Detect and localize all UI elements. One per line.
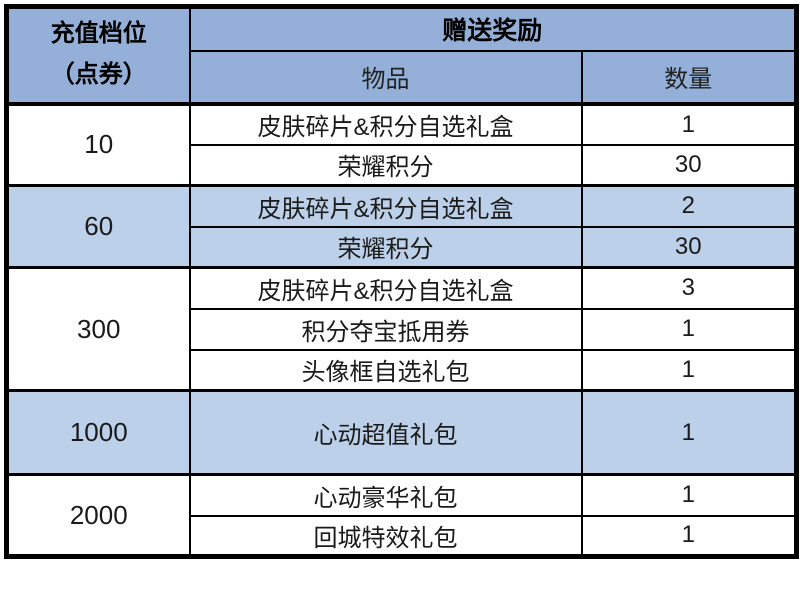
page: 充值档位 （点券） 赠送奖励 物品 数量 10 皮肤碎片&积分自选礼盒 1 荣耀积分 3… bbox=[4, 4, 800, 559]
column-header-tier-line2: （点券） bbox=[50, 61, 147, 89]
quantity-cell: 2 bbox=[580, 184, 798, 228]
tier-cell: 2000 bbox=[5, 473, 191, 558]
recharge-rewards-table: 充值档位 （点券） 赠送奖励 物品 数量 10 皮肤碎片&积分自选礼盒 1 荣耀积分 3… bbox=[4, 4, 800, 559]
item-cell: 心动豪华礼包 bbox=[188, 473, 583, 517]
item-cell: 皮肤碎片&积分自选礼盒 bbox=[188, 266, 583, 310]
item-cell: 心动超值礼包 bbox=[188, 389, 583, 476]
quantity-cell: 3 bbox=[580, 266, 798, 310]
column-header-quantity: 数量 bbox=[580, 49, 798, 106]
reward-row: 300 皮肤碎片&积分自选礼盒 3 bbox=[5, 266, 798, 392]
quantity-cell: 30 bbox=[580, 143, 798, 187]
reward-row: 60 皮肤碎片&积分自选礼盒 2 bbox=[5, 184, 798, 269]
item-cell: 荣耀积分 bbox=[188, 225, 583, 269]
quantity-cell: 1 bbox=[580, 307, 798, 351]
table-body: 10 皮肤碎片&积分自选礼盒 1 荣耀积分 30 60 皮肤碎片&积分自选礼盒 2 荣耀积分 30… bbox=[5, 102, 798, 558]
item-cell: 皮肤碎片&积分自选礼盒 bbox=[188, 184, 583, 228]
reward-row: 10 皮肤碎片&积分自选礼盒 1 bbox=[5, 102, 798, 187]
tier-cell: 1000 bbox=[5, 389, 191, 476]
column-header-item: 物品 bbox=[188, 49, 583, 106]
tier-cell: 300 bbox=[5, 266, 191, 392]
reward-row: 回城特效礼包 1 bbox=[7, 514, 798, 558]
reward-row: 积分夺宝抵用券 1 bbox=[7, 307, 798, 351]
reward-row: 荣耀积分 30 bbox=[7, 143, 798, 187]
quantity-cell: 1 bbox=[580, 514, 798, 558]
quantity-cell: 30 bbox=[580, 225, 798, 269]
item-cell: 荣耀积分 bbox=[188, 143, 583, 187]
quantity-cell: 1 bbox=[580, 102, 798, 146]
reward-row: 头像框自选礼包 1 bbox=[7, 348, 798, 392]
quantity-cell: 1 bbox=[580, 473, 798, 517]
item-cell: 皮肤碎片&积分自选礼盒 bbox=[188, 102, 583, 146]
reward-row: 1000 心动超值礼包 1 bbox=[5, 389, 798, 476]
table-header: 充值档位 （点券） 赠送奖励 物品 数量 bbox=[5, 5, 798, 106]
item-cell: 积分夺宝抵用券 bbox=[188, 307, 583, 351]
column-header-tier: 充值档位 （点券） bbox=[5, 5, 191, 106]
item-cell: 回城特效礼包 bbox=[188, 514, 583, 558]
reward-row: 2000 心动豪华礼包 1 bbox=[5, 473, 798, 558]
reward-row: 荣耀积分 30 bbox=[7, 225, 798, 269]
column-header-tier-line1: 充值档位 bbox=[50, 20, 147, 48]
quantity-cell: 1 bbox=[580, 389, 798, 476]
quantity-cell: 1 bbox=[580, 348, 798, 392]
column-header-rewards: 赠送奖励 bbox=[188, 5, 798, 52]
tier-cell: 60 bbox=[5, 184, 191, 269]
tier-cell: 10 bbox=[5, 102, 191, 187]
item-cell: 头像框自选礼包 bbox=[188, 348, 583, 392]
